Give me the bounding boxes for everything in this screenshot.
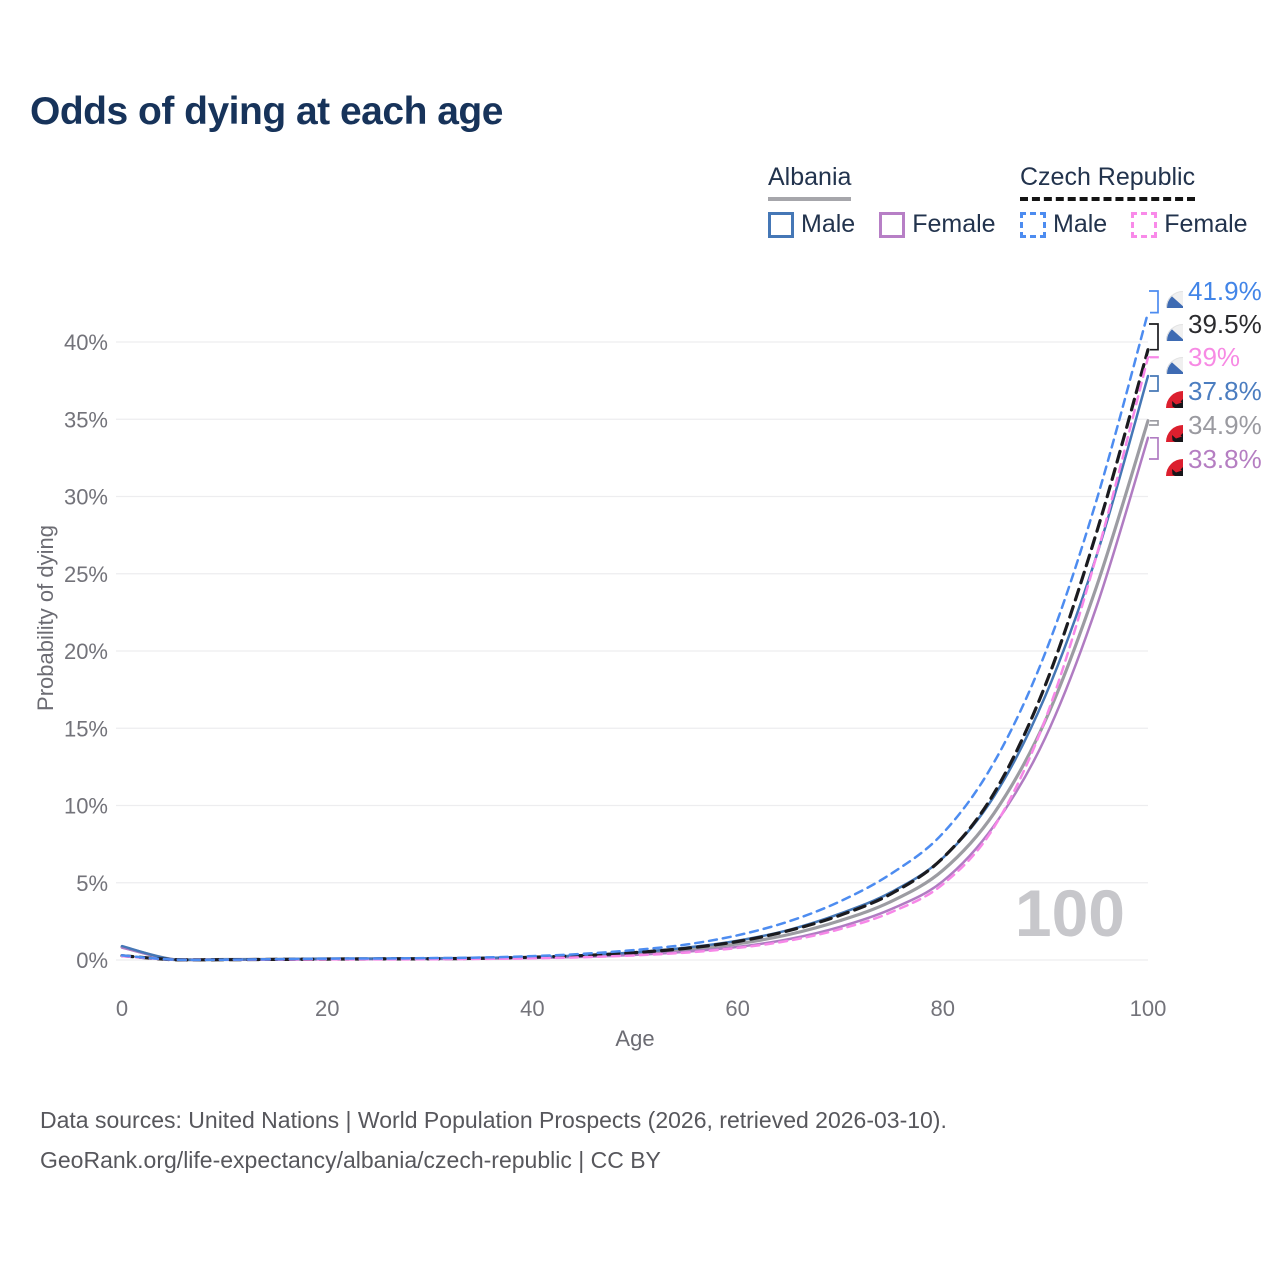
end-label-czech-total: 39.5% xyxy=(1149,307,1262,341)
x-tick-label: 20 xyxy=(315,996,339,1021)
end-label-connector xyxy=(1149,375,1159,392)
legend-label: Male xyxy=(1053,210,1108,238)
legend-item-albania-male[interactable]: Male xyxy=(768,210,855,239)
x-tick-label: 100 xyxy=(1130,996,1167,1021)
end-label-value: 33.8% xyxy=(1188,443,1262,474)
y-tick-label: 0% xyxy=(76,948,108,973)
czech-flag-icon xyxy=(1149,274,1183,308)
attribution-text: GeoRank.org/life-expectancy/albania/czec… xyxy=(40,1147,661,1173)
y-axis-title: Probability of dying xyxy=(33,525,58,711)
czech-flag-icon xyxy=(1149,340,1183,374)
x-tick-label: 80 xyxy=(931,996,955,1021)
end-label-connector xyxy=(1149,436,1159,460)
end-label-value: 41.9% xyxy=(1188,275,1262,306)
age-counter-watermark: 100 xyxy=(1014,876,1125,950)
x-tick-label: 0 xyxy=(116,996,128,1021)
legend-header-albania: Albania xyxy=(768,163,852,201)
series-line-czech-republic-total xyxy=(120,348,1150,962)
legend-label: Male xyxy=(801,210,856,238)
x-tick-label: 40 xyxy=(520,996,544,1021)
legend-label: Female xyxy=(1164,210,1248,238)
legend-item-czech-male[interactable]: Male xyxy=(1020,210,1107,239)
y-tick-label: 40% xyxy=(64,330,108,355)
x-axis-title: Age xyxy=(615,1026,655,1051)
albania-flag-icon xyxy=(1149,374,1183,408)
legend-group-albania: Albania Male Female xyxy=(768,163,996,239)
y-tick-label: 5% xyxy=(76,871,108,896)
series-line-albania-total xyxy=(120,419,1150,962)
end-label-connector xyxy=(1149,419,1159,426)
end-label-connector xyxy=(1149,356,1159,359)
y-tick-label: 10% xyxy=(64,794,108,819)
czech-male-swatch-icon xyxy=(1020,211,1046,238)
legend-item-albania-female[interactable]: Female xyxy=(879,210,996,239)
end-label-value: 39% xyxy=(1188,341,1241,372)
end-label-albania-total: 34.9% xyxy=(1149,408,1262,442)
end-label-connector xyxy=(1149,323,1159,351)
y-tick-label: 35% xyxy=(64,407,108,432)
end-label-czech-male: 41.9% xyxy=(1149,274,1262,308)
czech-female-swatch-icon xyxy=(1131,211,1158,238)
albania-flag-icon xyxy=(1149,408,1183,442)
series-line-czech-republic-female xyxy=(120,356,1150,962)
albania-female-swatch-icon xyxy=(879,211,906,238)
x-tick-label: 60 xyxy=(725,996,749,1021)
end-label-albania-male: 37.8% xyxy=(1149,374,1262,408)
series-line-czech-republic-male xyxy=(120,311,1150,962)
albania-flag-icon xyxy=(1149,442,1183,476)
series-line-albania-male xyxy=(120,374,1150,961)
y-tick-label: 20% xyxy=(64,639,108,664)
data-sources-text: Data sources: United Nations | World Pop… xyxy=(40,1107,947,1133)
czech-flag-icon xyxy=(1149,307,1183,341)
legend-label: Female xyxy=(912,210,996,238)
legend-header-czech-republic: Czech Republic xyxy=(1020,163,1196,201)
end-label-albania-female: 33.8% xyxy=(1149,442,1262,476)
series-line-albania-female xyxy=(120,436,1150,962)
legend-item-czech-female[interactable]: Female xyxy=(1131,210,1248,239)
end-label-value: 37.8% xyxy=(1188,375,1262,406)
y-tick-label: 25% xyxy=(64,562,108,587)
end-label-value: 34.9% xyxy=(1188,409,1262,440)
page-title: Odds of dying at each age xyxy=(30,90,503,133)
y-tick-label: 15% xyxy=(64,716,108,741)
end-label-connector xyxy=(1149,290,1159,314)
end-label-value: 39.5% xyxy=(1188,308,1262,339)
y-tick-label: 30% xyxy=(64,485,108,510)
end-label-czech-female: 39% xyxy=(1149,340,1240,374)
albania-male-swatch-icon xyxy=(768,211,794,238)
legend-group-czech-republic: Czech Republic Male Female xyxy=(1020,163,1248,239)
